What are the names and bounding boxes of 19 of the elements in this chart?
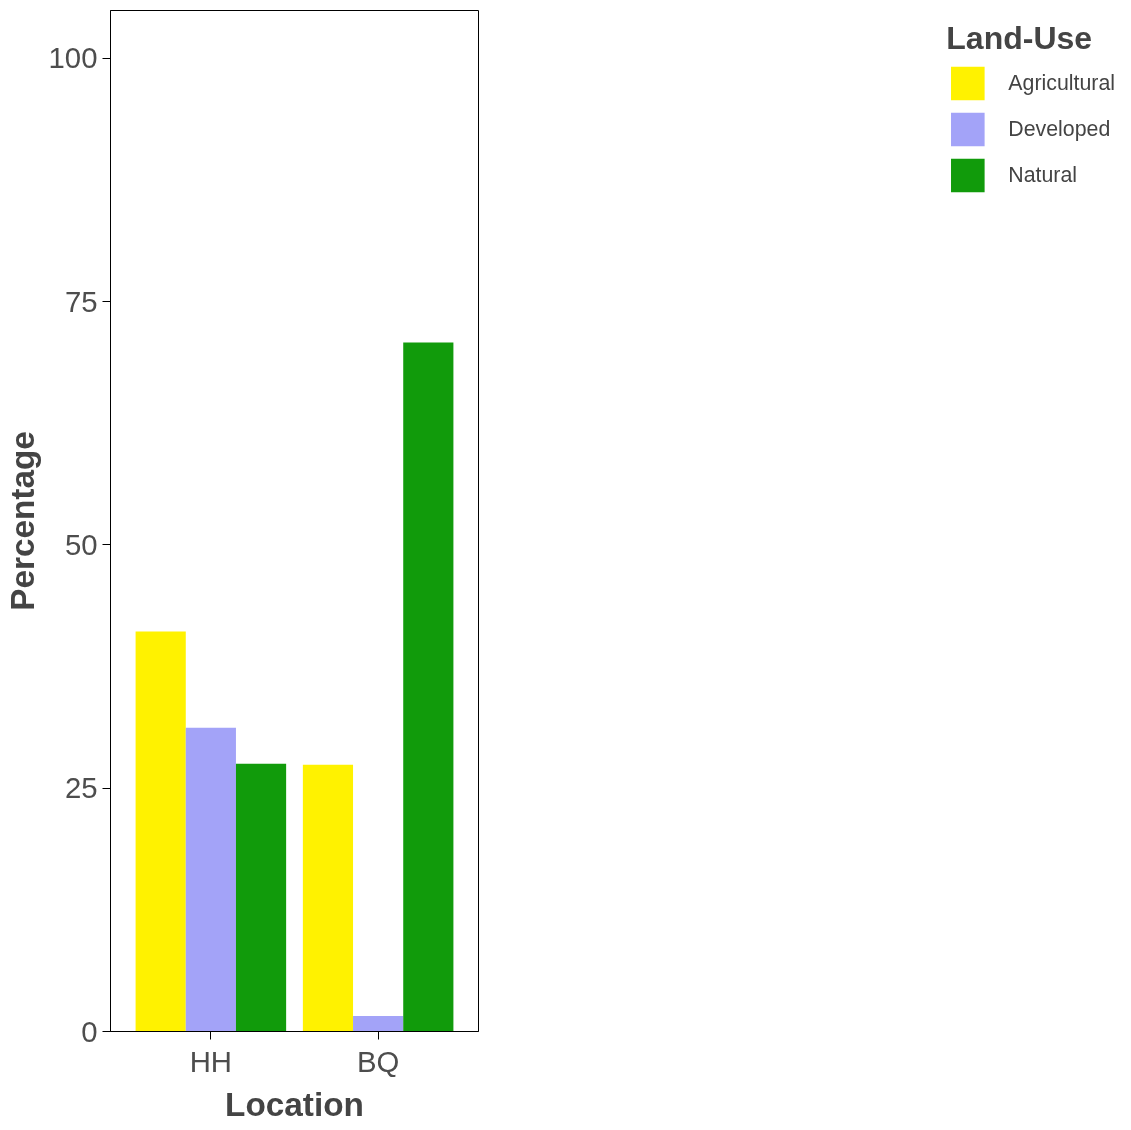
bar (302, 764, 354, 1032)
y-tick-label: 25 (64, 771, 98, 805)
bar (353, 1015, 404, 1032)
y-tick-label: 50 (64, 527, 98, 561)
legend-label: Developed (1008, 116, 1111, 142)
bar (403, 342, 454, 1032)
legend-title: Land-Use (946, 20, 1094, 57)
x-axis-title: Location (225, 1085, 364, 1123)
y-tick-label: 100 (48, 41, 98, 75)
bar (185, 727, 236, 1032)
x-tick-label: BQ (356, 1044, 400, 1078)
legend-label: Agricultural (1008, 70, 1115, 96)
y-tick-label: 75 (64, 284, 98, 318)
x-tick-label: HH (189, 1044, 233, 1078)
y-axis-title: Percentage (3, 431, 41, 611)
y-tick-label: 0 (81, 1014, 98, 1048)
bar (235, 763, 287, 1032)
bar (135, 631, 186, 1032)
legend-label: Natural (1008, 162, 1078, 188)
